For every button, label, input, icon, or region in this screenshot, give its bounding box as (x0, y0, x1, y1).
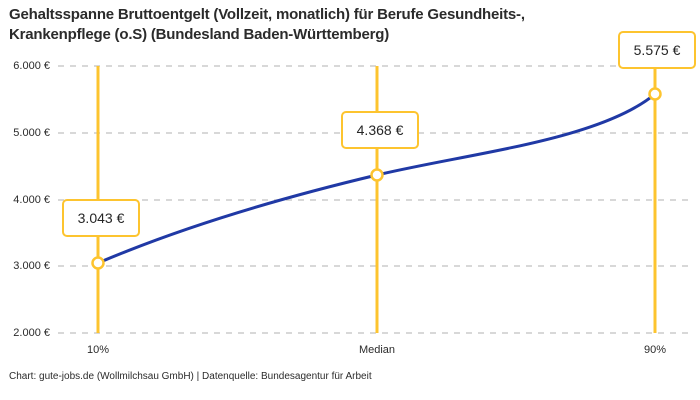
marker-10pct (91, 256, 105, 270)
x-tick-90pct: 90% (643, 344, 667, 356)
y-tick-6000: 6.000 € (13, 60, 50, 72)
data-point-markers (91, 87, 662, 270)
chart-title-line1: Gehaltsspanne Bruttoentgelt (Vollzeit, m… (9, 6, 525, 23)
gridlines (58, 65, 692, 334)
y-tick-2000: 2.000 € (13, 327, 50, 339)
marker-median (370, 168, 384, 182)
y-tick-3000: 3.000 € (13, 260, 50, 272)
attribution-footer: Chart: gute-jobs.de (Wollmilchsau GmbH) … (9, 371, 372, 382)
chart-title: Gehaltsspanne Bruttoentgelt (Vollzeit, m… (9, 5, 525, 45)
y-tick-4000: 4.000 € (13, 194, 50, 206)
x-tick-median: Median (358, 344, 396, 356)
value-label-box-90pct: 5.575 € (618, 31, 696, 69)
x-tick-10pct: 10% (86, 344, 110, 356)
marker-90pct (648, 87, 662, 101)
y-tick-5000: 5.000 € (13, 127, 50, 139)
value-label-box-10pct: 3.043 € (62, 199, 140, 237)
chart-title-line2: Krankenpflege (o.S) (Bundesland Baden-Wü… (9, 26, 390, 43)
value-label-box-median: 4.368 € (341, 111, 419, 149)
